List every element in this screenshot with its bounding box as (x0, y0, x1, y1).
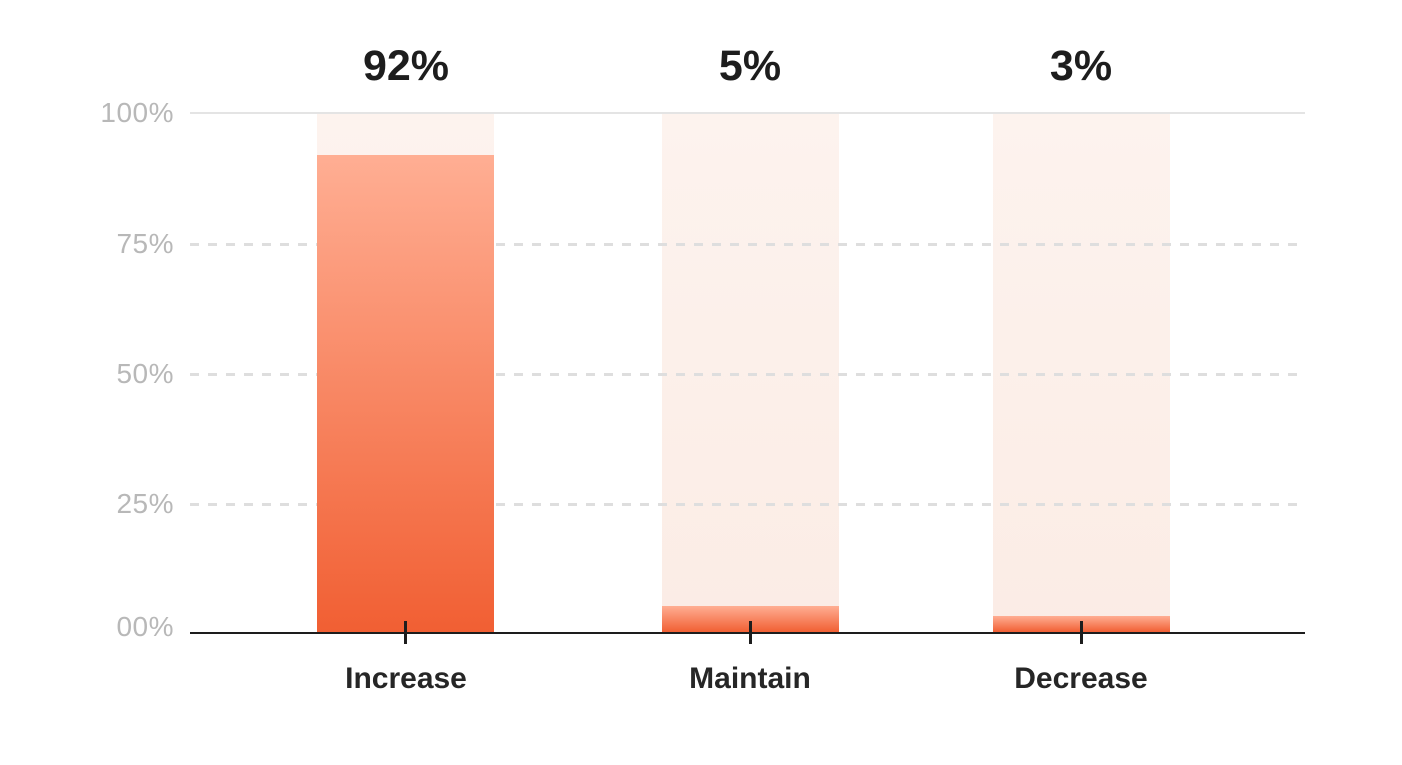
gridline-25 (190, 503, 1305, 506)
x-tick-increase (404, 621, 407, 644)
category-label-decrease: Decrease (1014, 662, 1148, 695)
value-label-increase: 92% (362, 42, 450, 90)
x-axis-line (190, 631, 1305, 634)
y-tick-label-50: 50% (116, 358, 174, 389)
value-label-decrease: 3% (1049, 42, 1113, 90)
x-tick-decrease (1080, 621, 1083, 644)
y-tick-label-0: 00% (116, 611, 174, 642)
x-tick-maintain (749, 621, 752, 644)
category-label-increase: Increase (345, 662, 467, 695)
gridline-100 (190, 112, 1305, 114)
gridline-75 (190, 243, 1305, 246)
value-label-maintain: 5% (718, 42, 782, 90)
gridline-50 (190, 373, 1305, 376)
y-tick-label-100: 100% (100, 97, 174, 128)
category-label-maintain: Maintain (689, 662, 811, 695)
bar-fill-increase (317, 155, 494, 632)
y-tick-label-25: 25% (116, 488, 174, 519)
y-tick-label-75: 75% (116, 228, 174, 259)
bar-track-increase (317, 114, 494, 632)
